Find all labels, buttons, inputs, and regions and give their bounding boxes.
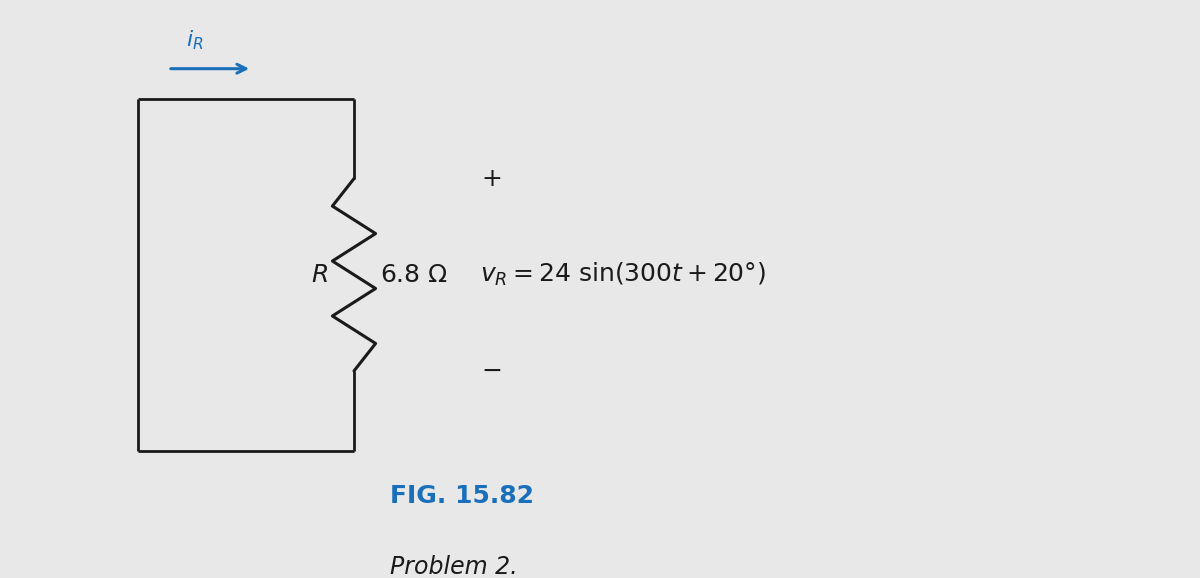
Text: Problem 2.: Problem 2. [390,555,517,578]
Text: $i_R$: $i_R$ [186,28,204,52]
Text: $v_R = 24\ \mathrm{sin}(300t + 20°)$: $v_R = 24\ \mathrm{sin}(300t + 20°)$ [480,261,766,288]
Text: $R$: $R$ [311,263,328,287]
Text: −: − [481,359,503,383]
Text: FIG. 15.82: FIG. 15.82 [390,484,534,507]
Text: +: + [481,166,503,191]
Text: 6.8 $\Omega$: 6.8 $\Omega$ [380,263,448,287]
